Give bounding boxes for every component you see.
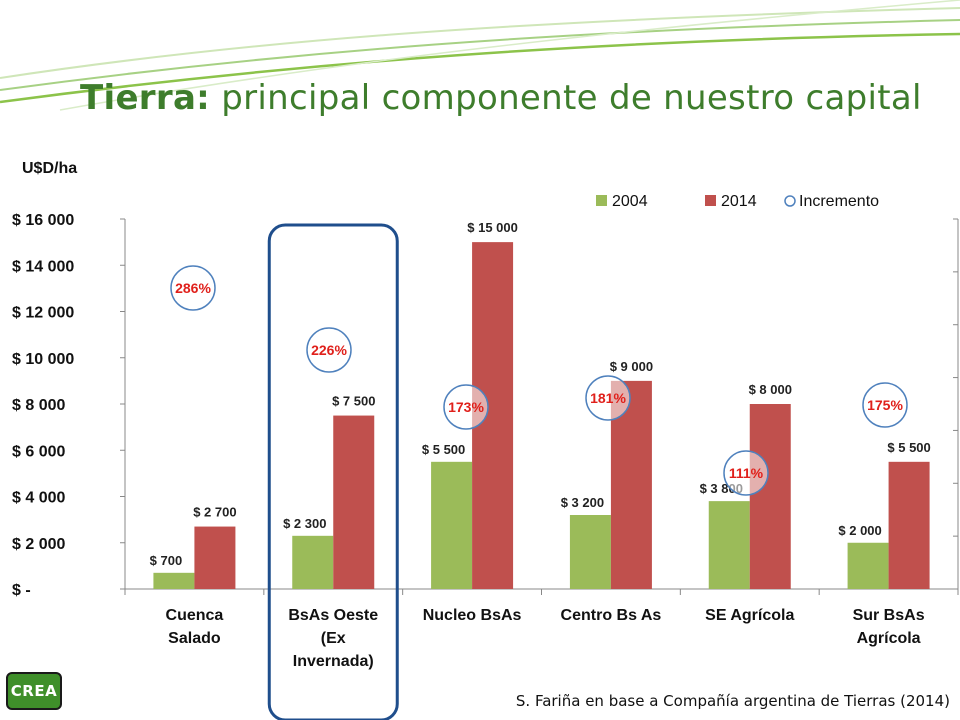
bar-2004 [847,542,889,589]
bar-2004 [569,515,611,589]
value-label-2014: $ 15 000 [467,220,518,235]
y-axis-unit-label: U$D/ha [22,160,77,177]
value-label-2014: $ 7 500 [332,394,375,409]
category-label: Agrícola [857,630,921,647]
bar-2014 [749,404,791,589]
legend-marker-incremento [784,195,796,207]
y-tick-label: $ 14 000 [12,258,74,275]
value-label-2014: $ 9 000 [610,359,653,374]
value-label-2014: $ 8 000 [749,382,792,397]
increment-marker [723,450,769,496]
legend-label-2014: 2014 [721,193,757,210]
value-label-2004: $ 3 200 [561,495,604,510]
category-label: Sur BsAs [853,607,925,624]
increment-label: 111% [729,465,764,481]
category-label: Cuenca [166,607,224,624]
increment-label: 173% [448,399,484,415]
value-label-2004: $ 5 500 [422,442,465,457]
slide-title-bold: Tierra: [80,78,211,118]
value-label-2004: $ 700 [150,553,183,568]
increment-marker [306,327,352,373]
bar-2014 [333,415,375,589]
y-tick-label: $ 12 000 [12,305,74,322]
category-label: Salado [168,630,221,647]
logo-text: CREA [10,682,58,700]
value-label-2004: $ 2 300 [283,516,326,531]
increment-label: 286% [175,280,211,296]
increment-marker [443,384,489,430]
category-label: BsAs Oeste [288,607,378,624]
legend-swatch-2004 [596,195,607,206]
bar-2004 [431,461,473,589]
y-tick-label: $ 4 000 [12,490,65,507]
category-label: (Ex [321,630,346,647]
category-label: Centro Bs As [561,607,662,624]
slide-title-rest: principal componente de nuestro capital [210,78,922,118]
legend-swatch-2014 [705,195,716,206]
increment-marker [170,265,216,311]
y-tick-label: $ 16 000 [12,212,74,229]
y-tick-label: $ 8 000 [12,397,65,414]
bar-2014 [194,526,236,589]
category-label: Invernada) [293,653,374,670]
value-label-2014: $ 5 500 [887,440,930,455]
increment-label: 226% [311,342,347,358]
bar-2004 [708,501,750,589]
y-tick-label: $ 10 000 [12,351,74,368]
bar-2014 [888,461,930,589]
category-label: Nucleo BsAs [423,607,522,624]
y-tick-label: $ 2 000 [12,536,65,553]
decorative-swoosh [0,0,960,111]
bar-2004 [153,572,195,589]
bar-2004 [292,535,334,589]
highlight-box [267,223,399,720]
category-label: SE Agrícola [705,607,794,624]
increment-label: 181% [590,390,626,406]
legend-label-incremento: Incremento [799,193,879,210]
crea-logo: CREA [6,672,62,710]
source-note: S. Fariña en base a Compañía argentina d… [515,692,950,710]
increment-marker [862,382,908,428]
value-label-2004: $ 2 000 [838,523,881,538]
y-tick-label: $ 6 000 [12,443,65,460]
y-tick-label: $ - [12,582,31,599]
increment-marker [585,375,631,421]
increment-label: 175% [867,397,903,413]
legend-label-2004: 2004 [612,193,648,210]
slide-title: Tierra: principal componente de nuestro … [80,78,922,118]
value-label-2014: $ 2 700 [193,505,236,520]
